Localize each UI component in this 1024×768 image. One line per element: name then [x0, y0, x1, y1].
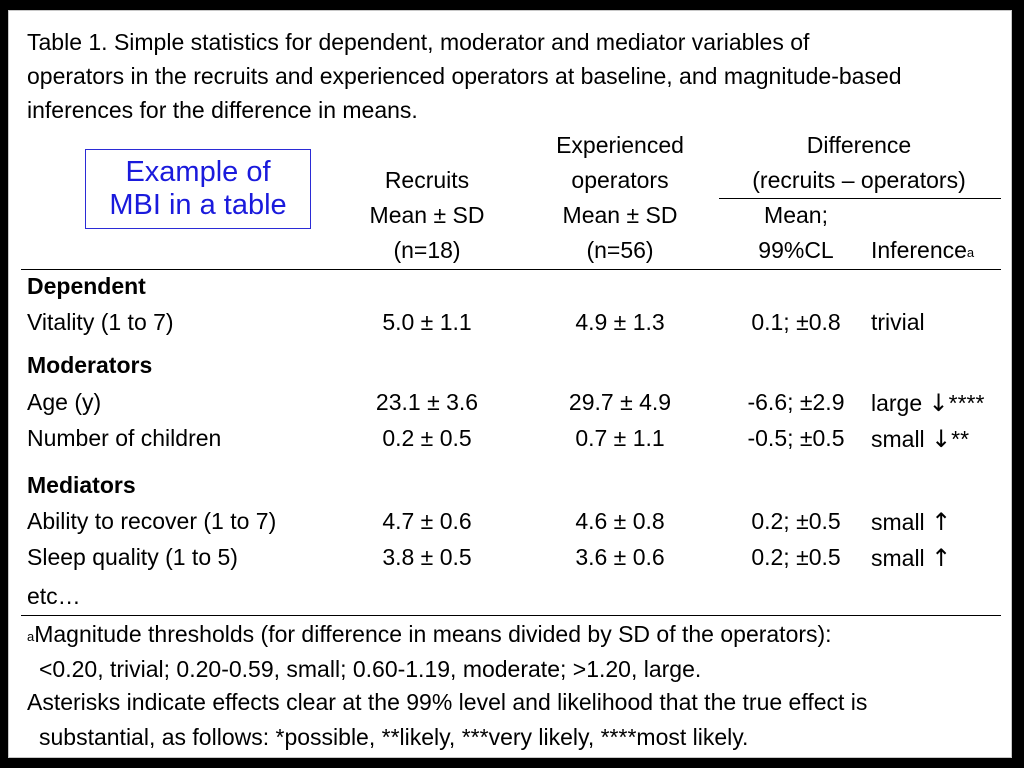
row-sleep-recruits: 3.8 ± 0.5 — [382, 544, 472, 570]
header-mean-cl: Mean; 99%CL — [721, 198, 871, 268]
header-difference-title: Difference — [806, 132, 912, 158]
caption-line-1: Table 1. Simple statistics for dependent… — [27, 29, 810, 55]
arrow-down-icon: ↓ — [928, 389, 949, 417]
header-experienced: Experienced operators Mean ± SD (n=56) — [530, 128, 710, 268]
row-children-inference: small ↓** — [871, 425, 969, 453]
slide: Table 1. Simple statistics for dependent… — [8, 10, 1012, 758]
table-caption: Table 1. Simple statistics for dependent… — [27, 25, 902, 127]
row-recover-inference-text: small — [871, 509, 925, 535]
section-moderators: Moderators — [27, 352, 153, 378]
row-sleep-inference-text: small — [871, 545, 925, 571]
footnote-thresholds: aMagnitude thresholds (for difference in… — [27, 617, 832, 652]
header-recruits: Recruits Mean ± SD (n=18) — [337, 163, 517, 268]
row-vitality-mean-cl: 0.1; ±0.8 — [751, 309, 841, 335]
footnote-line-1: Magnitude thresholds (for difference in … — [34, 621, 832, 647]
section-dependent: Dependent — [27, 273, 146, 299]
footnote-sup: a — [27, 629, 35, 644]
row-vitality-inference: trivial — [871, 309, 925, 336]
row-recover-mean-cl: 0.2; ±0.5 — [751, 508, 841, 534]
row-sleep-inference: small ↑ — [871, 544, 951, 572]
difference-underline — [719, 198, 1001, 199]
header-experienced-n: (n=56) — [586, 237, 654, 263]
header-difference: Difference (recruits – operators) — [719, 128, 999, 198]
row-age-inference: large ↓**** — [871, 389, 984, 417]
footnote-line-2: <0.20, trivial; 0.20-0.59, small; 0.60-1… — [39, 656, 702, 682]
section-mediators: Mediators — [27, 472, 136, 498]
header-experienced-title-2: operators — [571, 167, 669, 193]
etc-row: etc… — [27, 583, 81, 609]
row-sleep-variable: Sleep quality (1 to 5) — [27, 544, 238, 570]
header-inference-sup: a — [966, 245, 975, 260]
mbi-callout-box: Example of MBI in a table — [85, 149, 311, 229]
row-age-mean-cl: -6.6; ±2.9 — [747, 389, 845, 415]
row-age-inference-text: large — [871, 390, 923, 416]
header-recruits-n: (n=18) — [393, 237, 461, 263]
row-recover-variable: Ability to recover (1 to 7) — [27, 508, 277, 534]
row-children-variable: Number of children — [27, 425, 222, 451]
row-recover-recruits: 4.7 ± 0.6 — [382, 508, 472, 534]
callout-line-1: Example of — [125, 156, 271, 188]
row-children-experienced: 0.7 ± 1.1 — [575, 425, 665, 451]
row-recover-inference: small ↑ — [871, 508, 951, 536]
row-age-stars: **** — [948, 390, 985, 416]
row-children-recruits: 0.2 ± 0.5 — [382, 425, 472, 451]
footnote-line-4: substantial, as follows: *possible, **li… — [39, 724, 749, 750]
header-mean-label: Mean; — [764, 202, 828, 228]
footnote-line-3: Asterisks indicate effects clear at the … — [27, 689, 868, 715]
row-recover-experienced: 4.6 ± 0.8 — [575, 508, 665, 534]
header-inference-label: Inference — [871, 237, 967, 263]
arrow-up-icon: ↑ — [931, 544, 952, 572]
row-vitality-experienced: 4.9 ± 1.3 — [575, 309, 665, 335]
row-sleep-experienced: 3.6 ± 0.6 — [575, 544, 665, 570]
row-vitality-recruits: 5.0 ± 1.1 — [382, 309, 472, 335]
header-bottom-rule — [21, 269, 1001, 270]
header-inference: Inferencea — [871, 233, 974, 268]
caption-line-2: operators in the recruits and experience… — [27, 63, 902, 89]
row-children-mean-cl: -0.5; ±0.5 — [747, 425, 845, 451]
row-sleep-mean-cl: 0.2; ±0.5 — [751, 544, 841, 570]
header-difference-subtitle: (recruits – operators) — [752, 167, 966, 193]
caption-line-3: inferences for the difference in means. — [27, 97, 418, 123]
row-children-stars: ** — [951, 426, 970, 452]
row-age-variable: Age (y) — [27, 389, 102, 415]
callout-line-2: MBI in a table — [109, 189, 287, 221]
header-experienced-title-1: Experienced — [556, 132, 684, 158]
header-experienced-stat: Mean ± SD — [562, 202, 678, 228]
footer-top-rule — [21, 615, 1001, 616]
arrow-down-icon: ↓ — [931, 425, 952, 453]
header-recruits-stat: Mean ± SD — [369, 202, 485, 228]
row-vitality-variable: Vitality (1 to 7) — [27, 309, 174, 335]
row-vitality-inference-text: trivial — [871, 309, 925, 335]
arrow-up-icon: ↑ — [931, 508, 952, 536]
row-age-experienced: 29.7 ± 4.9 — [568, 389, 672, 415]
row-children-inference-text: small — [871, 426, 925, 452]
header-cl-label: 99%CL — [758, 237, 834, 263]
header-recruits-title: Recruits — [384, 167, 470, 193]
row-age-recruits: 23.1 ± 3.6 — [375, 389, 479, 415]
